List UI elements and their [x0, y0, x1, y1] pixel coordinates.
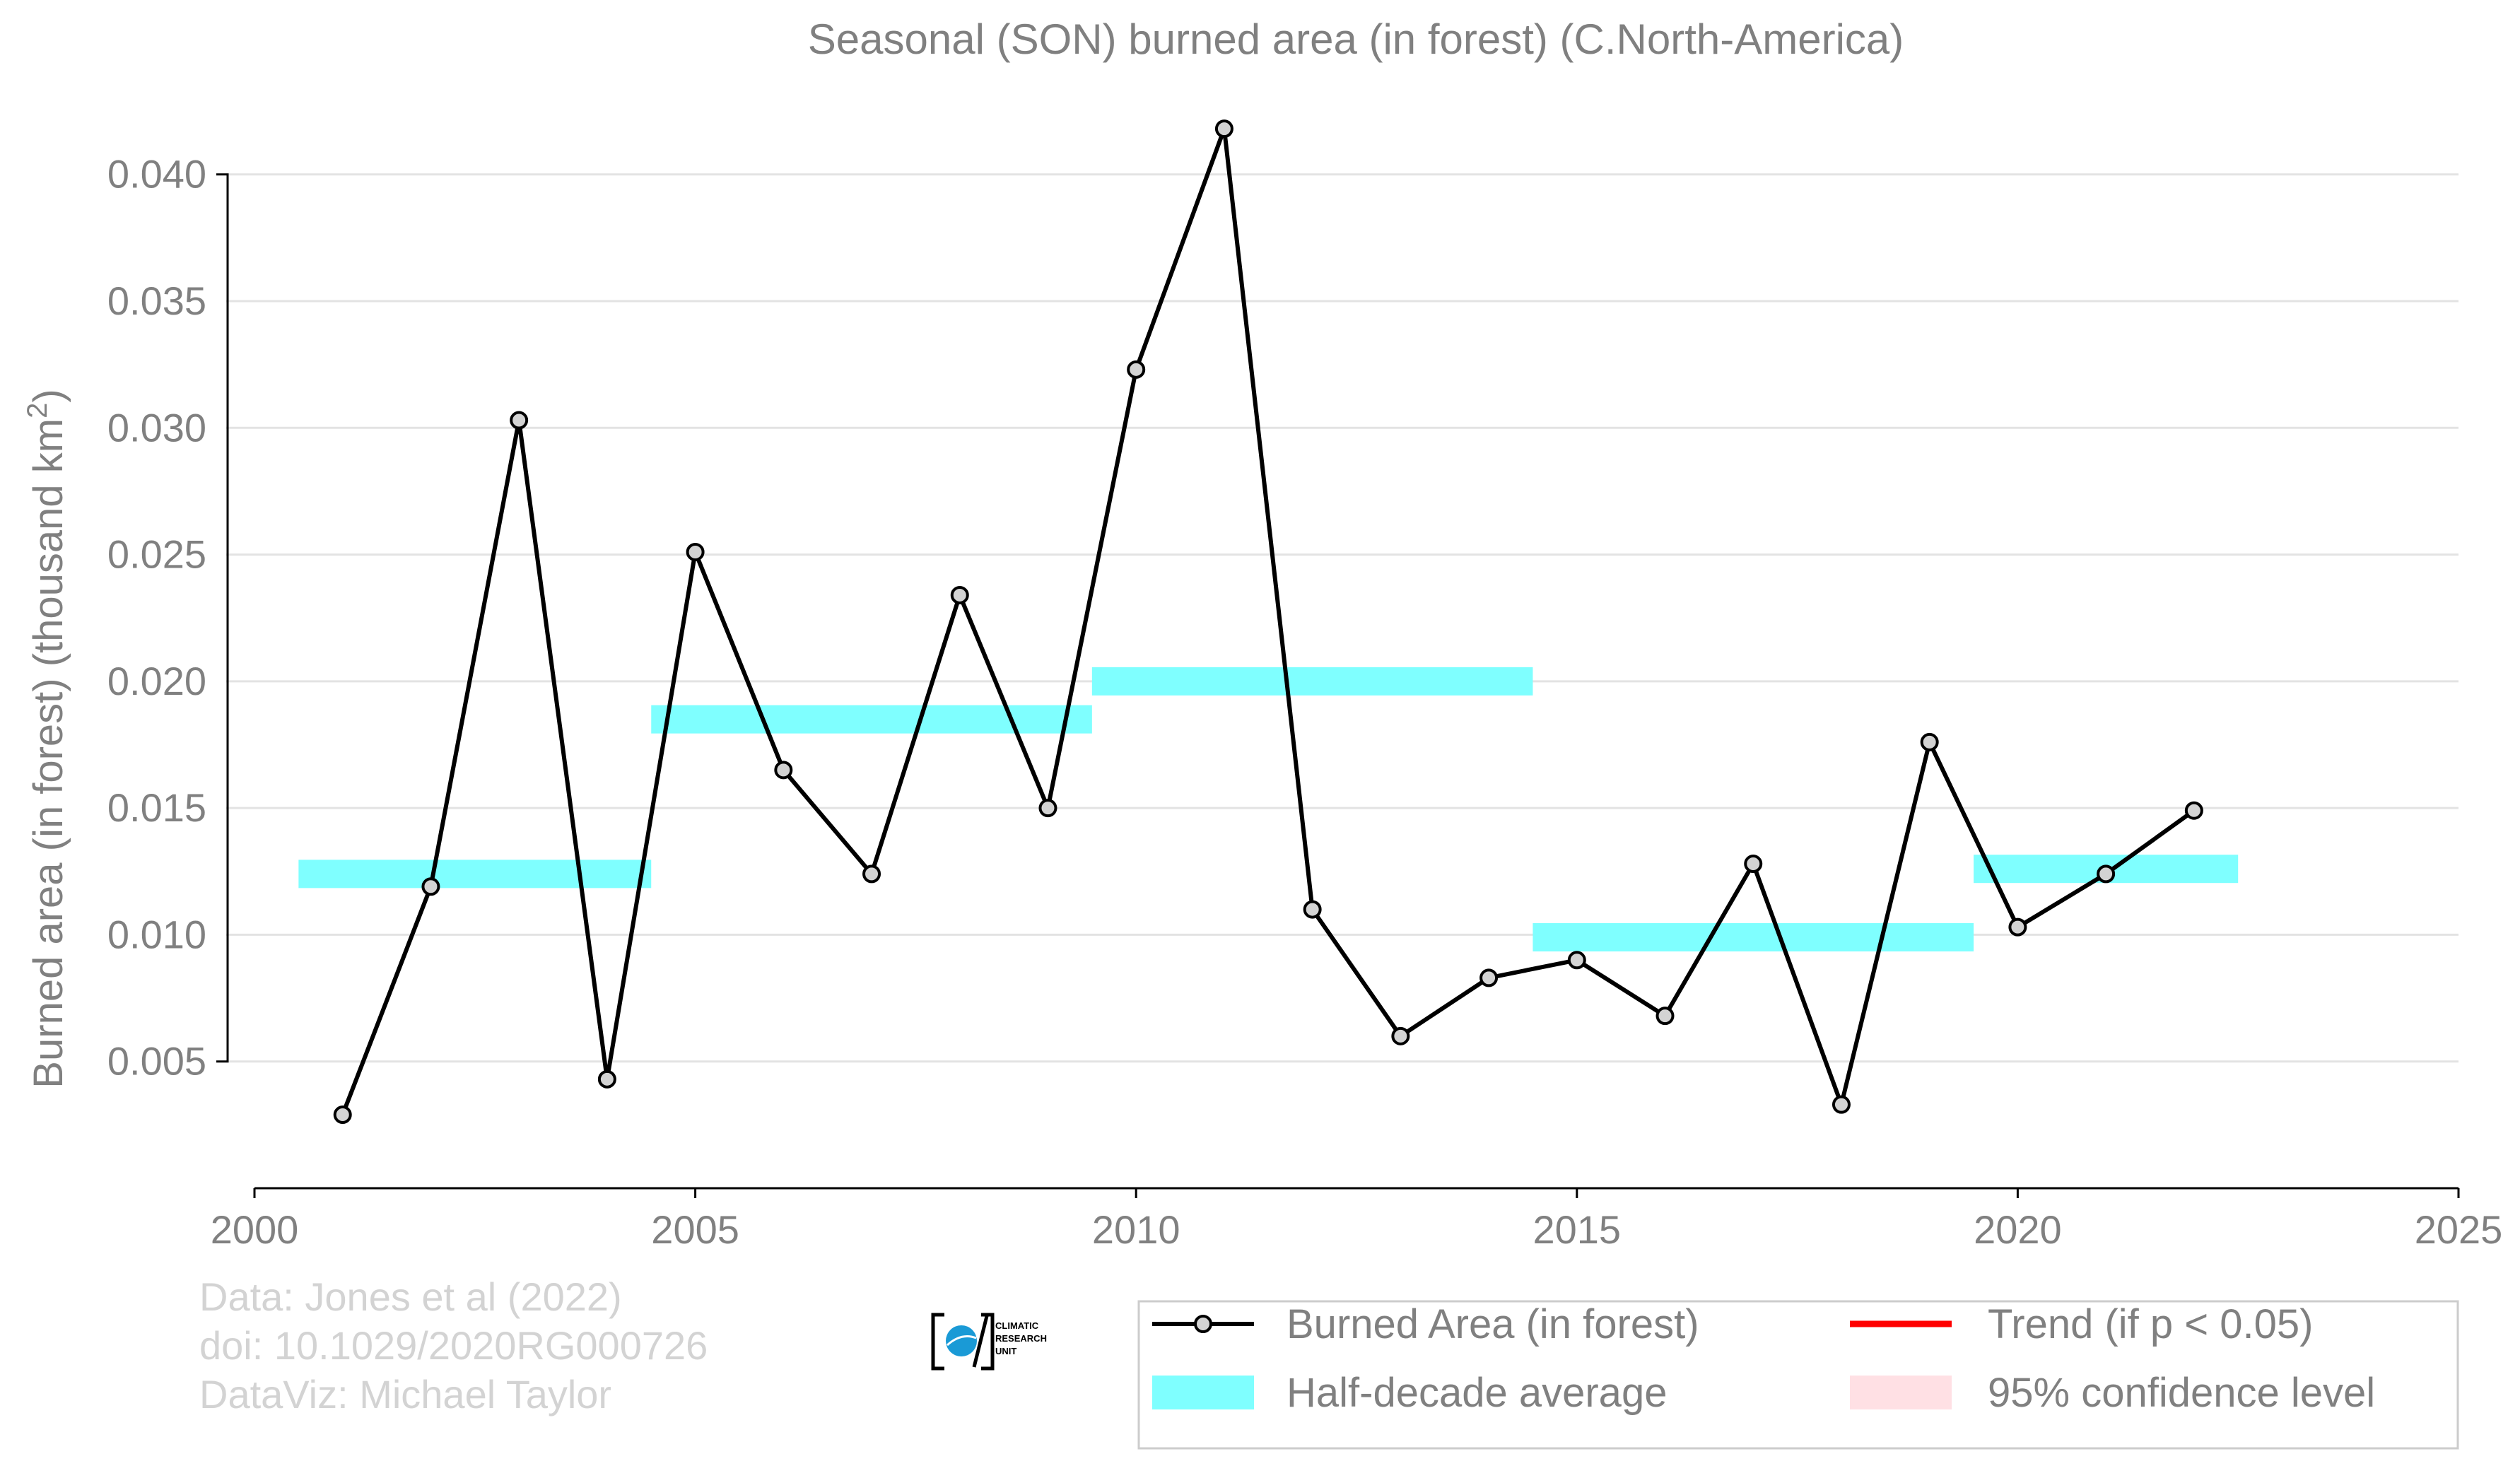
legend: Burned Area (in forest) Trend (if p < 0.0…: [1137, 1300, 2459, 1450]
data-point: [1655, 1007, 1675, 1026]
series-line: [340, 127, 2196, 1116]
data-point: [686, 542, 705, 561]
y-tick-label: 0.025: [107, 532, 206, 577]
half-decade-bar: [651, 705, 1092, 734]
legend-frame: [1137, 1300, 2459, 1450]
y-axis-label-main: Burned area (in forest) (thousand km: [25, 418, 71, 1089]
half-decade-bar: [1532, 923, 1974, 952]
y-tick-label: 0.010: [107, 912, 206, 956]
data-point: [1479, 968, 1499, 987]
chart-title: Seasonal (SON) burned area (in forest) (…: [808, 16, 1904, 63]
credit-data-source: Data: Jones et al (2022): [199, 1274, 622, 1319]
data-point: [2184, 801, 2203, 820]
credits: Data: Jones et al (2022) doi: 10.1029/20…: [199, 1274, 708, 1417]
data-point: [421, 877, 440, 896]
y-axis-line: [216, 173, 229, 1063]
series-polyline: [340, 127, 2196, 1116]
x-tick-label: 2005: [651, 1207, 739, 1252]
cru-logo-line2: RESEARCH: [995, 1333, 1047, 1344]
data-point: [1038, 799, 1057, 818]
y-tick-label: 0.005: [107, 1039, 206, 1084]
cru-logo: CLIMATIC RESEARCH UNIT: [931, 1313, 1047, 1371]
legend-label: Half-decade average: [1287, 1370, 1667, 1416]
y-tick-label: 0.040: [107, 152, 206, 197]
data-point: [1920, 732, 1939, 751]
data-point: [1127, 360, 1146, 379]
x-tick-label: 2000: [211, 1207, 299, 1252]
y-tick-label: 0.030: [107, 405, 206, 450]
x-tick-label: 2010: [1092, 1207, 1180, 1252]
x-tick-label: 2015: [1533, 1207, 1622, 1252]
credit-dataviz: DataViz: Michael Taylor: [199, 1372, 611, 1417]
x-tick-label: 2025: [2415, 1207, 2503, 1252]
y-tick-label: 0.015: [107, 785, 206, 830]
data-point: [1214, 119, 1233, 139]
data-point: [2097, 864, 2116, 884]
cru-logo-line1: CLIMATIC: [995, 1320, 1039, 1331]
series-markers: [333, 119, 2203, 1125]
data-point: [774, 761, 793, 780]
data-point: [333, 1106, 352, 1125]
x-tick-label: 2020: [1974, 1207, 2062, 1252]
y-axis-label-close: ): [25, 389, 71, 402]
cru-logo-globe-arc: [946, 1335, 977, 1347]
data-point: [510, 411, 529, 430]
half-decade-bar: [1091, 667, 1533, 696]
data-point: [1391, 1026, 1410, 1045]
legend-label: Burned Area (in forest): [1287, 1301, 1699, 1347]
y-axis-label-superscript: 2: [22, 403, 53, 418]
data-point: [1832, 1095, 1851, 1114]
cru-logo-globe-icon: [946, 1325, 977, 1356]
y-tick-label: 0.035: [107, 278, 206, 323]
data-point: [597, 1069, 616, 1089]
legend-label: Trend (if p < 0.05): [1988, 1301, 2313, 1347]
data-point: [1744, 855, 1763, 874]
data-point: [950, 585, 969, 604]
y-ticks: 0.005 0.010 0.015 0.020 0.025 0.030 0.035 0.040: [107, 152, 206, 1084]
x-ticks: 2000 2005 2010 2015 2020 2025: [211, 1188, 2503, 1252]
legend-swatch-patch: [1152, 1376, 1254, 1409]
legend-label: 95% confidence level: [1988, 1370, 2375, 1416]
data-point: [1567, 951, 1586, 970]
legend-swatch-patch: [1850, 1376, 1952, 1409]
data-point: [1303, 900, 1322, 919]
half-decade-bars: [298, 667, 2239, 952]
legend-items: Burned Area (in forest) Trend (if p < 0.0…: [1152, 1301, 2375, 1416]
cru-logo-slash-icon: [972, 1315, 989, 1368]
data-point: [2008, 917, 2027, 937]
y-tick-label: 0.020: [107, 659, 206, 703]
cru-logo-bracket-icon: [931, 1313, 995, 1371]
legend-swatch-marker: [1194, 1315, 1212, 1333]
credit-doi: doi: 10.1029/2020RG000726: [199, 1323, 708, 1368]
gridlines: [226, 173, 2459, 1063]
data-point: [862, 864, 881, 884]
half-decade-bar: [298, 860, 652, 889]
y-axis-label: Burned area (in forest) (thousand km2): [22, 389, 71, 1088]
cru-logo-line3: UNIT: [995, 1346, 1016, 1356]
